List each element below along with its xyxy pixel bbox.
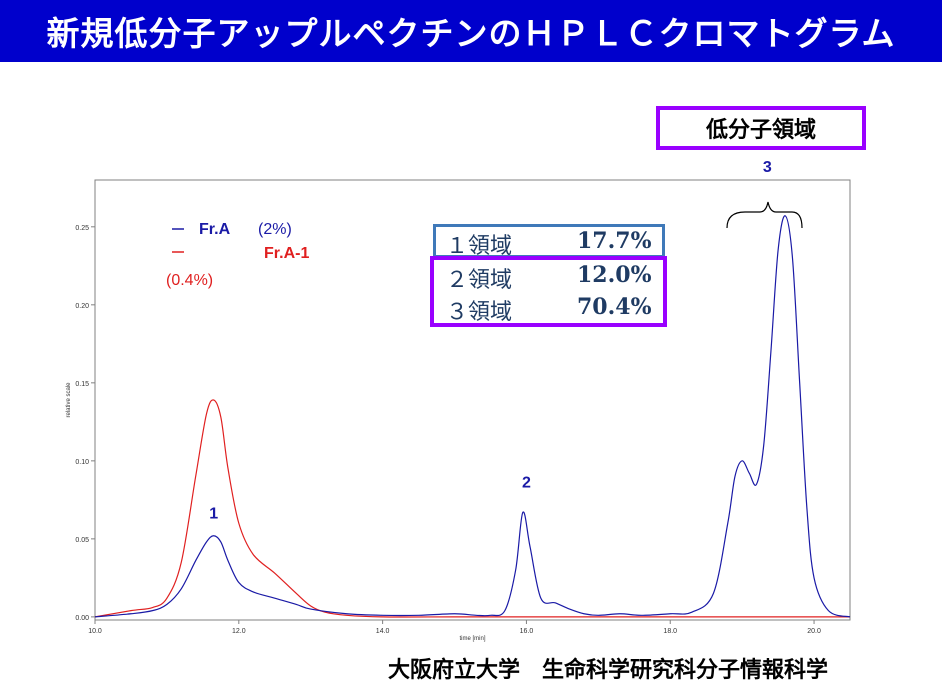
region-2-3-box <box>430 256 667 327</box>
y-axis-label: relative scale <box>66 382 72 418</box>
region-1-label: １領域 <box>446 234 513 259</box>
series-line-fr-a-1 <box>94 399 850 618</box>
legend-note-fr-a-1: (0.4%) <box>166 272 213 289</box>
plot-frame <box>94 179 851 621</box>
series-layer <box>94 215 851 618</box>
peak-3-brace <box>726 201 803 229</box>
x-tick-label: 16.0 <box>520 628 534 635</box>
region-3-value: 70.4% <box>577 294 652 320</box>
y-tick-label: 0.00 <box>75 615 89 622</box>
region-1-value: 17.7% <box>577 228 652 254</box>
page-title: 新規低分子アップルペクチンのＨＰＬＣクロマトグラム <box>46 14 896 53</box>
title-bar: 新規低分子アップルペクチンのＨＰＬＣクロマトグラム <box>0 0 942 62</box>
x-tick-label: 18.0 <box>663 628 677 635</box>
y-tick-label: 0.05 <box>75 537 89 544</box>
axes: 10.0 12.0 14.0 16.0 18.0 20.0 0.00 0.05 0.10 0.15… <box>66 225 821 642</box>
low-molecular-region-label: 低分子領域 <box>656 106 866 150</box>
region-2-value: 12.0% <box>577 262 652 288</box>
x-tick-label: 14.0 <box>376 628 390 635</box>
peak-label-3: 3 <box>763 159 772 176</box>
legend-note-fr-a: (2%) <box>258 221 292 238</box>
y-tick-label: 0.20 <box>75 303 89 310</box>
peak-labels: 1 2 3 <box>209 159 772 522</box>
footer-affiliation: 大阪府立大学 生命科学研究科分子情報科学 <box>388 658 829 683</box>
x-axis-label: time [min] <box>459 636 485 642</box>
region-3-label: ３領域 <box>446 300 513 325</box>
y-tick-label: 0.10 <box>75 459 89 466</box>
legend-label-fr-a: Fr.A <box>199 221 231 238</box>
y-tick-label: 0.25 <box>75 225 89 232</box>
peak-label-2: 2 <box>522 474 531 491</box>
x-tick-label: 12.0 <box>232 628 246 635</box>
region-2-label: ２領域 <box>446 268 513 293</box>
x-tick-label: 10.0 <box>88 628 102 635</box>
peak-label-1: 1 <box>209 506 218 523</box>
y-tick-label: 0.15 <box>75 381 89 388</box>
series-line-fr-a <box>94 215 851 618</box>
x-tick-label: 20.0 <box>807 628 821 635</box>
legend: Fr.A (2%) Fr.A-1 (0.4%) <box>166 221 309 289</box>
legend-label-fr-a-1: Fr.A-1 <box>264 245 309 262</box>
